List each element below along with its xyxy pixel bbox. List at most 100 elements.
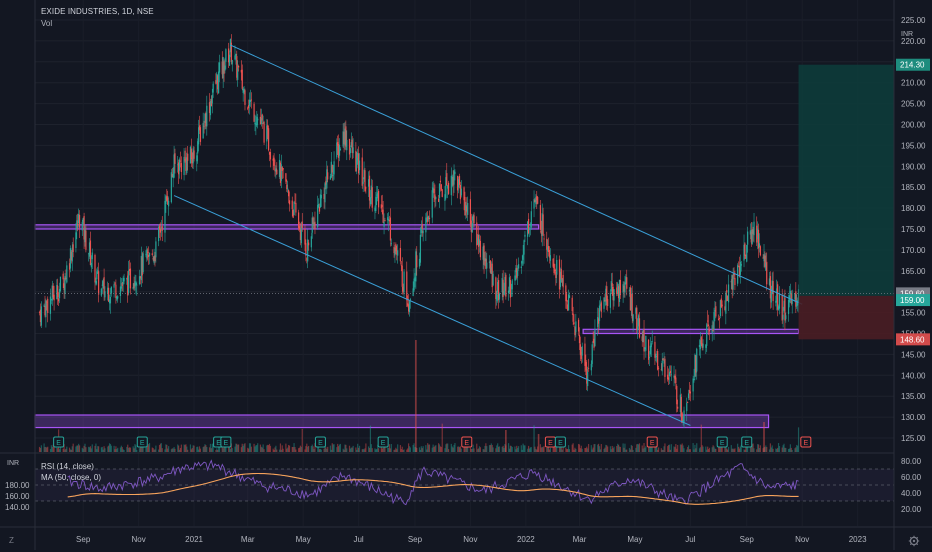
volume-bar bbox=[488, 445, 491, 452]
candle-body bbox=[609, 292, 611, 308]
candle-body bbox=[638, 318, 641, 338]
volume-bar bbox=[154, 449, 156, 452]
candle-body bbox=[104, 291, 106, 298]
volume-bar bbox=[444, 448, 446, 452]
candle-body bbox=[312, 217, 314, 225]
target-price-badge-text: 214.30 bbox=[900, 61, 925, 70]
candle-body bbox=[464, 196, 466, 216]
earnings-marker-label: E bbox=[224, 440, 229, 447]
volume-bar bbox=[104, 448, 106, 452]
candle-body bbox=[628, 289, 631, 292]
candle-body bbox=[548, 249, 551, 258]
volume-bar bbox=[78, 445, 81, 452]
volume-bar bbox=[597, 444, 599, 452]
annotation-zones bbox=[34, 224, 800, 429]
candle-body bbox=[637, 315, 640, 327]
timezone-toggle[interactable]: Z bbox=[9, 536, 14, 545]
candle-body bbox=[605, 288, 607, 306]
candle-body bbox=[280, 164, 282, 181]
candle-body bbox=[546, 238, 548, 250]
volume-bar bbox=[498, 446, 501, 452]
volume-bar bbox=[389, 448, 392, 452]
volume-bar bbox=[178, 449, 181, 452]
volume-bar bbox=[626, 449, 628, 452]
volume-bar bbox=[751, 444, 753, 452]
volume-bar bbox=[325, 447, 327, 452]
candle-body bbox=[66, 265, 68, 283]
candle-body bbox=[337, 141, 339, 146]
candle-body bbox=[775, 300, 777, 303]
candle-body bbox=[650, 343, 652, 348]
channel-lines bbox=[173, 44, 803, 426]
volume-bar bbox=[358, 445, 361, 452]
candle-body bbox=[649, 345, 651, 355]
volume-bar bbox=[534, 446, 536, 452]
volume-bar bbox=[661, 449, 663, 452]
candle-body bbox=[702, 343, 704, 348]
candle-body bbox=[355, 150, 357, 172]
volume-bar bbox=[299, 445, 302, 452]
candle-body bbox=[514, 275, 516, 281]
candle-body bbox=[508, 277, 511, 293]
candle-body bbox=[132, 287, 134, 289]
candle-body bbox=[762, 257, 764, 259]
candle-body bbox=[254, 122, 256, 125]
candle-body bbox=[403, 271, 405, 293]
candle-body bbox=[752, 229, 754, 234]
time-tick-label: Nov bbox=[795, 535, 809, 544]
volume-bar bbox=[102, 449, 104, 452]
earnings-marker bbox=[716, 436, 728, 448]
volume-bar bbox=[558, 443, 561, 452]
candle-body bbox=[206, 105, 208, 127]
volume-bar bbox=[785, 447, 787, 452]
candle-body bbox=[660, 369, 662, 371]
volume-bar bbox=[580, 445, 582, 452]
candle-body bbox=[567, 304, 569, 311]
candle-body bbox=[98, 271, 100, 295]
candle-body bbox=[184, 159, 186, 161]
candle-body bbox=[686, 402, 688, 412]
candle-body bbox=[320, 195, 322, 199]
candle-body bbox=[358, 153, 360, 174]
price-tick-label: 135.00 bbox=[901, 392, 926, 401]
volume-bar bbox=[186, 446, 188, 452]
candle-body bbox=[173, 154, 175, 178]
candle-body bbox=[140, 255, 142, 281]
candle-body bbox=[515, 268, 517, 273]
candle-body bbox=[781, 294, 783, 321]
candle-body bbox=[452, 176, 454, 186]
volume-bar bbox=[370, 444, 372, 452]
settings-gear-icon[interactable] bbox=[908, 534, 920, 547]
candle-body bbox=[590, 363, 592, 371]
volume-bar bbox=[223, 444, 225, 452]
volume-bar bbox=[50, 445, 52, 452]
volume-bar bbox=[53, 443, 55, 452]
candle-body bbox=[221, 61, 223, 75]
volume-bar bbox=[628, 447, 631, 452]
volume-bar bbox=[288, 445, 290, 452]
volume-bar bbox=[796, 444, 798, 452]
candle-body bbox=[433, 188, 435, 194]
volume-bar bbox=[733, 449, 735, 452]
volume-bar bbox=[170, 449, 172, 452]
candle-body bbox=[388, 219, 391, 222]
candle-body bbox=[301, 221, 303, 228]
candle-body bbox=[378, 190, 380, 208]
candle-body bbox=[771, 280, 773, 294]
candle-body bbox=[199, 127, 202, 142]
candle-body bbox=[657, 367, 660, 369]
volume-bar bbox=[562, 447, 564, 452]
candle-body bbox=[234, 55, 236, 60]
volume-bar bbox=[567, 445, 570, 452]
candle-body bbox=[575, 321, 577, 333]
volume-bar bbox=[427, 444, 430, 452]
candle-body bbox=[123, 278, 125, 282]
volume-bar bbox=[338, 446, 340, 452]
candle-body bbox=[790, 292, 792, 304]
volume-bar bbox=[228, 443, 230, 452]
candle-body bbox=[53, 294, 55, 301]
volume-bar bbox=[346, 448, 348, 452]
volume-bar bbox=[168, 446, 170, 452]
candle-body bbox=[645, 335, 647, 351]
candle-body bbox=[222, 57, 224, 79]
